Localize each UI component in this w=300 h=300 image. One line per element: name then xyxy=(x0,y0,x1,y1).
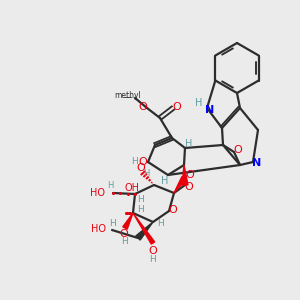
Polygon shape xyxy=(182,165,188,185)
Text: O: O xyxy=(139,157,147,167)
Text: H: H xyxy=(185,139,193,149)
Text: H: H xyxy=(161,176,169,186)
Text: HO: HO xyxy=(91,224,106,234)
Text: H: H xyxy=(195,98,203,108)
Polygon shape xyxy=(174,177,186,193)
Text: OH: OH xyxy=(124,183,140,193)
Text: H: H xyxy=(107,182,113,190)
Text: HO: HO xyxy=(90,188,105,198)
Text: O: O xyxy=(172,102,182,112)
Text: —: — xyxy=(124,94,132,103)
Text: H: H xyxy=(121,238,128,247)
Polygon shape xyxy=(133,213,155,244)
Text: O: O xyxy=(169,205,177,215)
Polygon shape xyxy=(123,213,133,229)
Text: O: O xyxy=(120,229,128,239)
Text: methyl: methyl xyxy=(115,92,141,100)
Text: H: H xyxy=(136,205,143,214)
Text: H: H xyxy=(130,158,137,166)
Text: N: N xyxy=(252,158,262,168)
Text: O: O xyxy=(148,246,158,256)
Text: O: O xyxy=(136,163,146,173)
Text: O: O xyxy=(186,170,194,180)
Text: O: O xyxy=(139,102,147,112)
Text: N: N xyxy=(206,105,214,115)
Text: O: O xyxy=(234,145,242,155)
Text: O: O xyxy=(184,182,194,192)
Text: H: H xyxy=(110,218,116,227)
Text: H: H xyxy=(136,194,143,203)
Text: H: H xyxy=(143,169,149,178)
Polygon shape xyxy=(136,222,153,240)
Text: H: H xyxy=(150,254,156,263)
Text: H: H xyxy=(157,220,164,229)
